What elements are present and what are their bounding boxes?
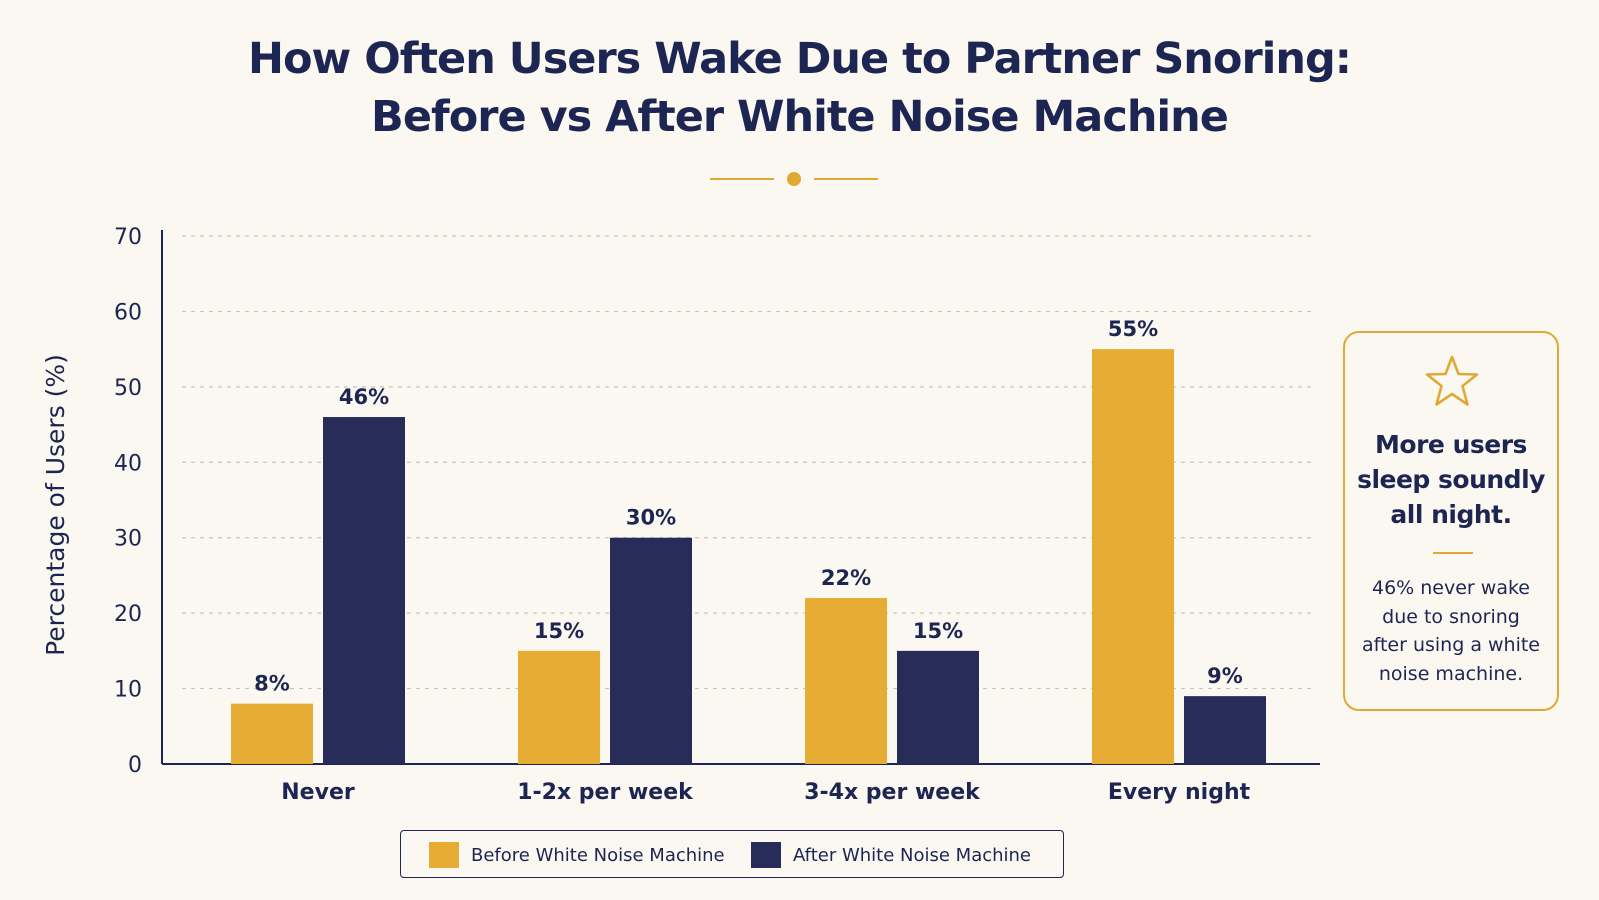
bar-value-label: 55% <box>1108 317 1158 341</box>
y-axis-title: Percentage of Users (%) <box>41 354 70 656</box>
y-tick-label: 50 <box>114 376 142 401</box>
y-tick-label: 20 <box>114 602 142 627</box>
bar-after-2 <box>610 537 692 764</box>
legend-swatch-after <box>751 842 781 868</box>
legend-item-before: Before White Noise Machine <box>429 842 725 868</box>
x-category-label: 1-2x per week <box>517 780 694 805</box>
legend-item-after: After White Noise Machine <box>751 842 1031 868</box>
divider-line-left <box>710 178 774 180</box>
y-tick-label: 70 <box>114 225 142 250</box>
callout-body-line: 46% never wake <box>1372 577 1530 599</box>
bar-value-label: 46% <box>339 385 389 409</box>
x-category-label: Never <box>281 780 355 805</box>
bar-after-3 <box>897 650 979 764</box>
divider-line-right <box>814 178 878 180</box>
legend-label-before: Before White Noise Machine <box>471 844 725 866</box>
callout-heading: More users sleep soundly all night. <box>1345 427 1557 532</box>
chart-legend: Before White Noise Machine After White N… <box>400 830 1064 878</box>
star-outline-icon <box>1425 355 1479 406</box>
callout-body-line: noise machine. <box>1378 662 1524 685</box>
bar-after-1 <box>323 417 405 764</box>
legend-swatch-before <box>429 842 459 868</box>
chart-title-line-2: Before vs After White Noise Machine <box>371 92 1229 142</box>
bar-before-2 <box>518 650 600 764</box>
callout-body-line: due to snoring <box>1382 605 1520 628</box>
callout-body-line: after using a white <box>1361 634 1541 656</box>
x-category-label: 3-4x per week <box>804 780 981 805</box>
bar-before-3 <box>805 598 887 764</box>
chart-title-line-1: How Often Users Wake Due to Partner Snor… <box>248 34 1352 84</box>
chart-title: How Often Users Wake Due to Partner Snor… <box>0 30 1599 146</box>
callout-body: 46% never wake due to snoring after usin… <box>1345 574 1557 688</box>
title-divider <box>710 171 878 187</box>
y-tick-label: 0 <box>128 753 142 778</box>
y-tick-label: 10 <box>114 678 142 703</box>
legend-label-after: After White Noise Machine <box>793 844 1032 866</box>
y-tick-label: 60 <box>114 300 142 325</box>
insight-callout: More users sleep soundly all night. 46% … <box>1343 331 1559 711</box>
bar-before-1 <box>231 703 313 764</box>
bar-value-label: 9% <box>1207 664 1243 688</box>
callout-heading-line: all night. <box>1390 500 1512 529</box>
divider-dot <box>787 172 801 186</box>
bar-value-label: 15% <box>913 619 963 643</box>
y-tick-label: 40 <box>114 451 142 476</box>
callout-heading-line: More users <box>1375 430 1527 459</box>
bar-value-label: 30% <box>626 506 676 530</box>
bar-after-4 <box>1184 696 1266 764</box>
bar-before-4 <box>1092 349 1174 764</box>
y-tick-label: 30 <box>114 527 142 552</box>
bar-value-label: 22% <box>821 566 871 590</box>
callout-divider <box>1433 552 1473 554</box>
bar-value-label: 15% <box>534 619 584 643</box>
x-category-label: Every night <box>1108 780 1251 805</box>
bar-value-label: 8% <box>254 672 290 696</box>
callout-heading-line: sleep soundly <box>1357 465 1545 494</box>
